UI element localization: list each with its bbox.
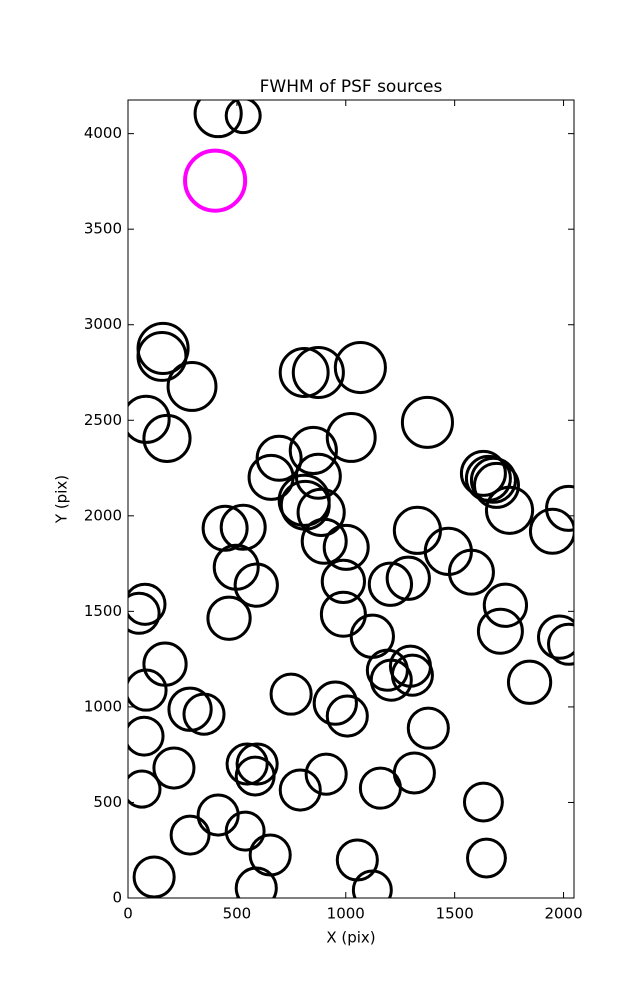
source-circle — [182, 692, 226, 736]
source-circle — [278, 768, 322, 812]
source-circle — [128, 668, 168, 712]
source-circle — [406, 706, 450, 750]
y-axis-label: Y (pix) — [53, 475, 71, 524]
source-circle — [304, 752, 348, 796]
source-circle — [547, 622, 574, 666]
x-tick-label: 1500 — [436, 905, 474, 923]
source-circle — [528, 507, 574, 555]
y-tick-label: 1000 — [84, 697, 122, 715]
source-circle — [132, 855, 176, 898]
source-circle — [296, 487, 346, 537]
source-circle — [219, 503, 267, 551]
y-tick-label: 500 — [93, 793, 122, 811]
source-circle — [136, 330, 188, 382]
source-circle — [291, 345, 345, 400]
source-circle — [545, 484, 574, 532]
source-circle — [193, 100, 243, 139]
source-circle — [351, 869, 393, 898]
source-circle — [312, 680, 358, 726]
source-circle — [320, 558, 367, 604]
x-tick-label: 0 — [123, 905, 133, 923]
source-circle — [367, 561, 414, 607]
source-circle — [392, 505, 443, 555]
y-tick-label: 3500 — [84, 220, 122, 238]
source-circle — [469, 456, 517, 504]
source-circle — [128, 769, 162, 809]
source-circle — [225, 742, 269, 786]
source-circle — [484, 485, 535, 535]
source-circle — [152, 746, 196, 790]
source-circle — [166, 360, 218, 412]
y-tick-label: 1500 — [84, 602, 122, 620]
source-circle — [476, 607, 524, 655]
source-circle — [128, 591, 161, 635]
source-circle — [325, 694, 369, 738]
y-tick-label: 4000 — [84, 124, 122, 142]
source-circle — [235, 742, 279, 786]
x-tick-label: 1000 — [327, 905, 365, 923]
source-circle — [169, 814, 211, 856]
source-circle — [390, 653, 434, 697]
chart-title: FWHM of PSF sources — [260, 77, 443, 97]
source-circle — [224, 100, 262, 135]
source-circle — [385, 555, 431, 601]
source-circle — [142, 641, 188, 687]
x-tick-label: 500 — [223, 905, 252, 923]
y-tick-label: 2000 — [84, 506, 122, 524]
source-circle — [333, 340, 387, 395]
source-circle — [224, 810, 266, 852]
source-circle — [482, 582, 529, 628]
source-circle — [472, 461, 520, 509]
source-circle — [196, 793, 240, 837]
source-circle — [234, 755, 276, 797]
source-circle — [335, 838, 379, 882]
y-tick-label: 2500 — [84, 411, 122, 429]
y-tick-label: 3000 — [84, 315, 122, 333]
source-circle — [269, 672, 313, 716]
source-circle — [459, 449, 507, 497]
x-axis-label: X (pix) — [326, 929, 375, 947]
source-circle — [128, 715, 165, 757]
source-circle — [128, 582, 167, 626]
source-circle — [400, 395, 454, 449]
source-circle — [506, 659, 553, 705]
source-circle — [201, 504, 249, 552]
source-circle — [288, 425, 338, 476]
source-circle — [255, 434, 303, 482]
axes-frame — [127, 99, 575, 899]
plot-area — [128, 100, 574, 898]
source-circle — [462, 781, 504, 823]
source-circle — [248, 833, 292, 877]
source-circle — [537, 614, 574, 660]
source-circle — [325, 412, 377, 463]
source-circle — [300, 517, 348, 565]
source-circle — [278, 347, 330, 398]
source-circle — [206, 595, 252, 641]
source-circle — [142, 413, 192, 464]
source-circle — [322, 523, 370, 571]
x-tick-label: 2000 — [544, 905, 582, 923]
source-circle — [128, 394, 171, 444]
source-circle — [183, 148, 248, 213]
source-circle — [392, 751, 436, 795]
y-tick-label: 0 — [112, 889, 122, 907]
source-circle — [233, 562, 279, 608]
source-circle — [447, 548, 495, 596]
source-circle — [466, 837, 507, 879]
source-circle — [319, 590, 367, 638]
